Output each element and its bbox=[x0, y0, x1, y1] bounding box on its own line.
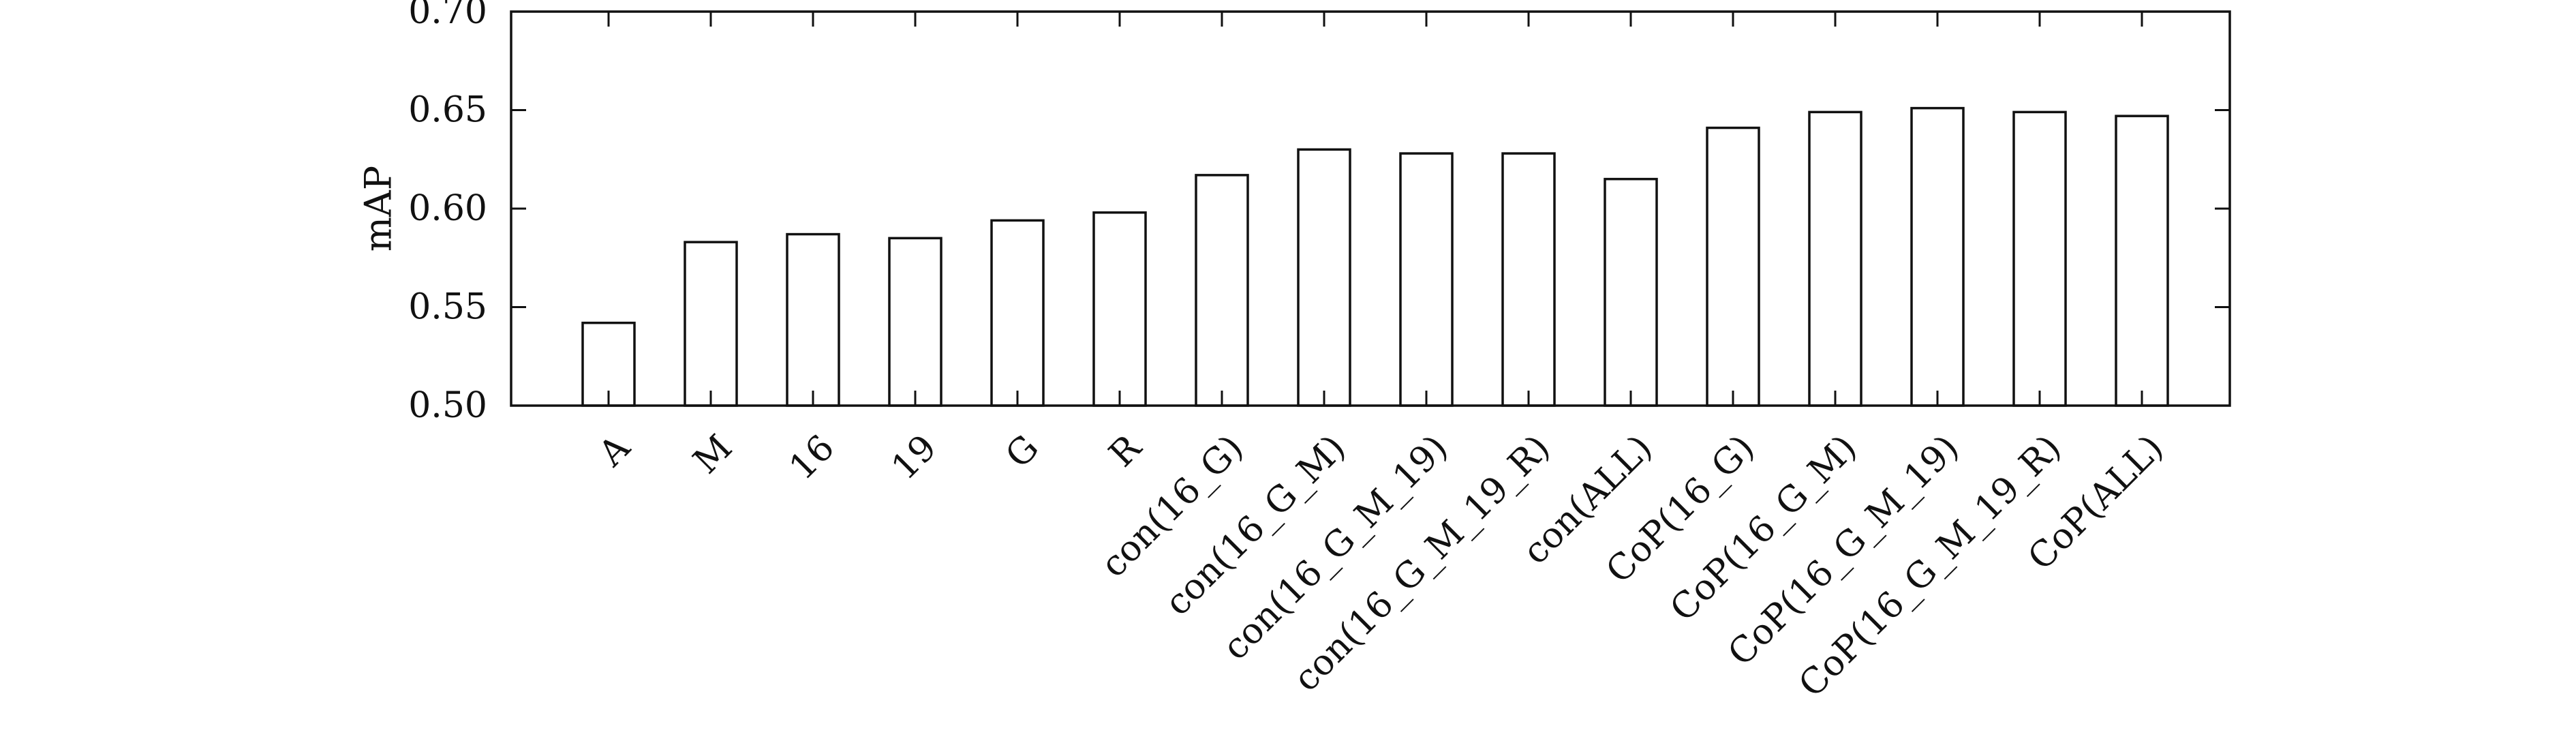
y-tick-label-0.50: 0.50 bbox=[408, 385, 487, 426]
bar-M bbox=[684, 241, 738, 407]
bar-con(16_G) bbox=[1195, 174, 1249, 407]
bar-con(16_G_M_19_R) bbox=[1501, 152, 1556, 407]
ticks-layer bbox=[511, 10, 2230, 407]
bar-R bbox=[1092, 211, 1147, 407]
y-tick-label-0.70: 0.70 bbox=[408, 0, 487, 32]
x-tick-label-A: A bbox=[591, 427, 639, 475]
bar-con(ALL) bbox=[1604, 177, 1658, 407]
x-tick-label-16: 16 bbox=[782, 427, 842, 488]
bars-layer bbox=[581, 106, 2169, 407]
bar-CoP(ALL) bbox=[2115, 115, 2169, 407]
x-tick-label-R: R bbox=[1101, 426, 1150, 474]
x-tick-label-con(16_G_M): con(16_G_M) bbox=[1157, 427, 1353, 624]
bar-CoP(16_G) bbox=[1706, 126, 1760, 407]
plot-frame bbox=[510, 10, 2231, 407]
bar-con(16_G_M_19) bbox=[1399, 152, 1454, 407]
x-tick-label-G: G bbox=[998, 427, 1047, 477]
bar-16 bbox=[786, 232, 840, 407]
y-tick-label-0.55: 0.55 bbox=[408, 287, 487, 328]
bar-CoP(16_G_M_19_R) bbox=[2012, 110, 2067, 407]
y-tick-labels: 0.50 0.55 0.60 0.65 0.70 bbox=[408, 0, 487, 426]
bar-19 bbox=[888, 237, 942, 407]
bar-con(16_G_M) bbox=[1297, 148, 1351, 407]
bar-CoP(16_G_M) bbox=[1808, 110, 1862, 407]
y-tick-label-0.65: 0.65 bbox=[408, 90, 487, 131]
bar-CoP(16_G_M_19) bbox=[1910, 106, 1965, 407]
x-tick-label-19: 19 bbox=[884, 427, 945, 488]
x-tick-label-CoP(16_G_M): CoP(16_G_M) bbox=[1663, 427, 1865, 630]
bar-G bbox=[990, 219, 1045, 407]
y-tick-label-0.60: 0.60 bbox=[408, 188, 487, 229]
y-axis-title: mAP bbox=[357, 166, 400, 252]
x-tick-label-M: M bbox=[686, 427, 740, 482]
x-tick-labels: A M 16 19 G Rcon(16_G)con(16_G_M)con(16_G_M_1… bbox=[591, 426, 2172, 705]
